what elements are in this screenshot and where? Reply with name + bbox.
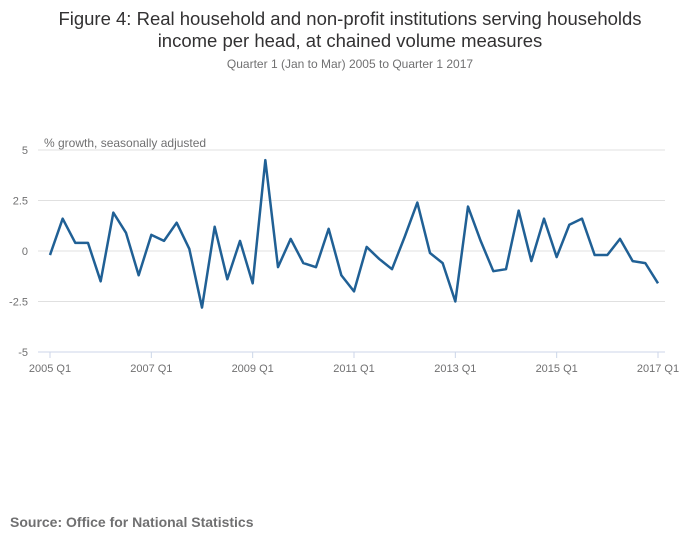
chart-subtitle: Quarter 1 (Jan to Mar) 2005 to Quarter 1… bbox=[226, 57, 474, 71]
y-tick-label: 2.5 bbox=[13, 196, 28, 208]
y-tick-label: 5 bbox=[22, 145, 28, 157]
y-tick-label: -2.5 bbox=[9, 297, 28, 309]
y-tick-label: -5 bbox=[18, 347, 28, 359]
x-tick-label: 2017 Q1 bbox=[637, 363, 679, 375]
x-tick-label: 2007 Q1 bbox=[130, 363, 172, 375]
y-tick-label: 0 bbox=[22, 246, 28, 258]
chart-title-line1: Figure 4: Real household and non-profit … bbox=[58, 8, 642, 29]
x-tick-label: 2013 Q1 bbox=[434, 363, 476, 375]
x-tick-label: 2005 Q1 bbox=[29, 363, 71, 375]
series-line bbox=[48, 158, 660, 309]
source-note: Source: Office for National Statistics bbox=[10, 514, 254, 530]
x-tick-label: 2009 Q1 bbox=[232, 363, 274, 375]
x-tick-label: 2015 Q1 bbox=[536, 363, 578, 375]
chart-title-line2: income per head, at chained volume measu… bbox=[157, 30, 543, 51]
y-axis-label: % growth, seasonally adjusted bbox=[44, 136, 207, 150]
x-tick-label: 2011 Q1 bbox=[333, 363, 374, 375]
